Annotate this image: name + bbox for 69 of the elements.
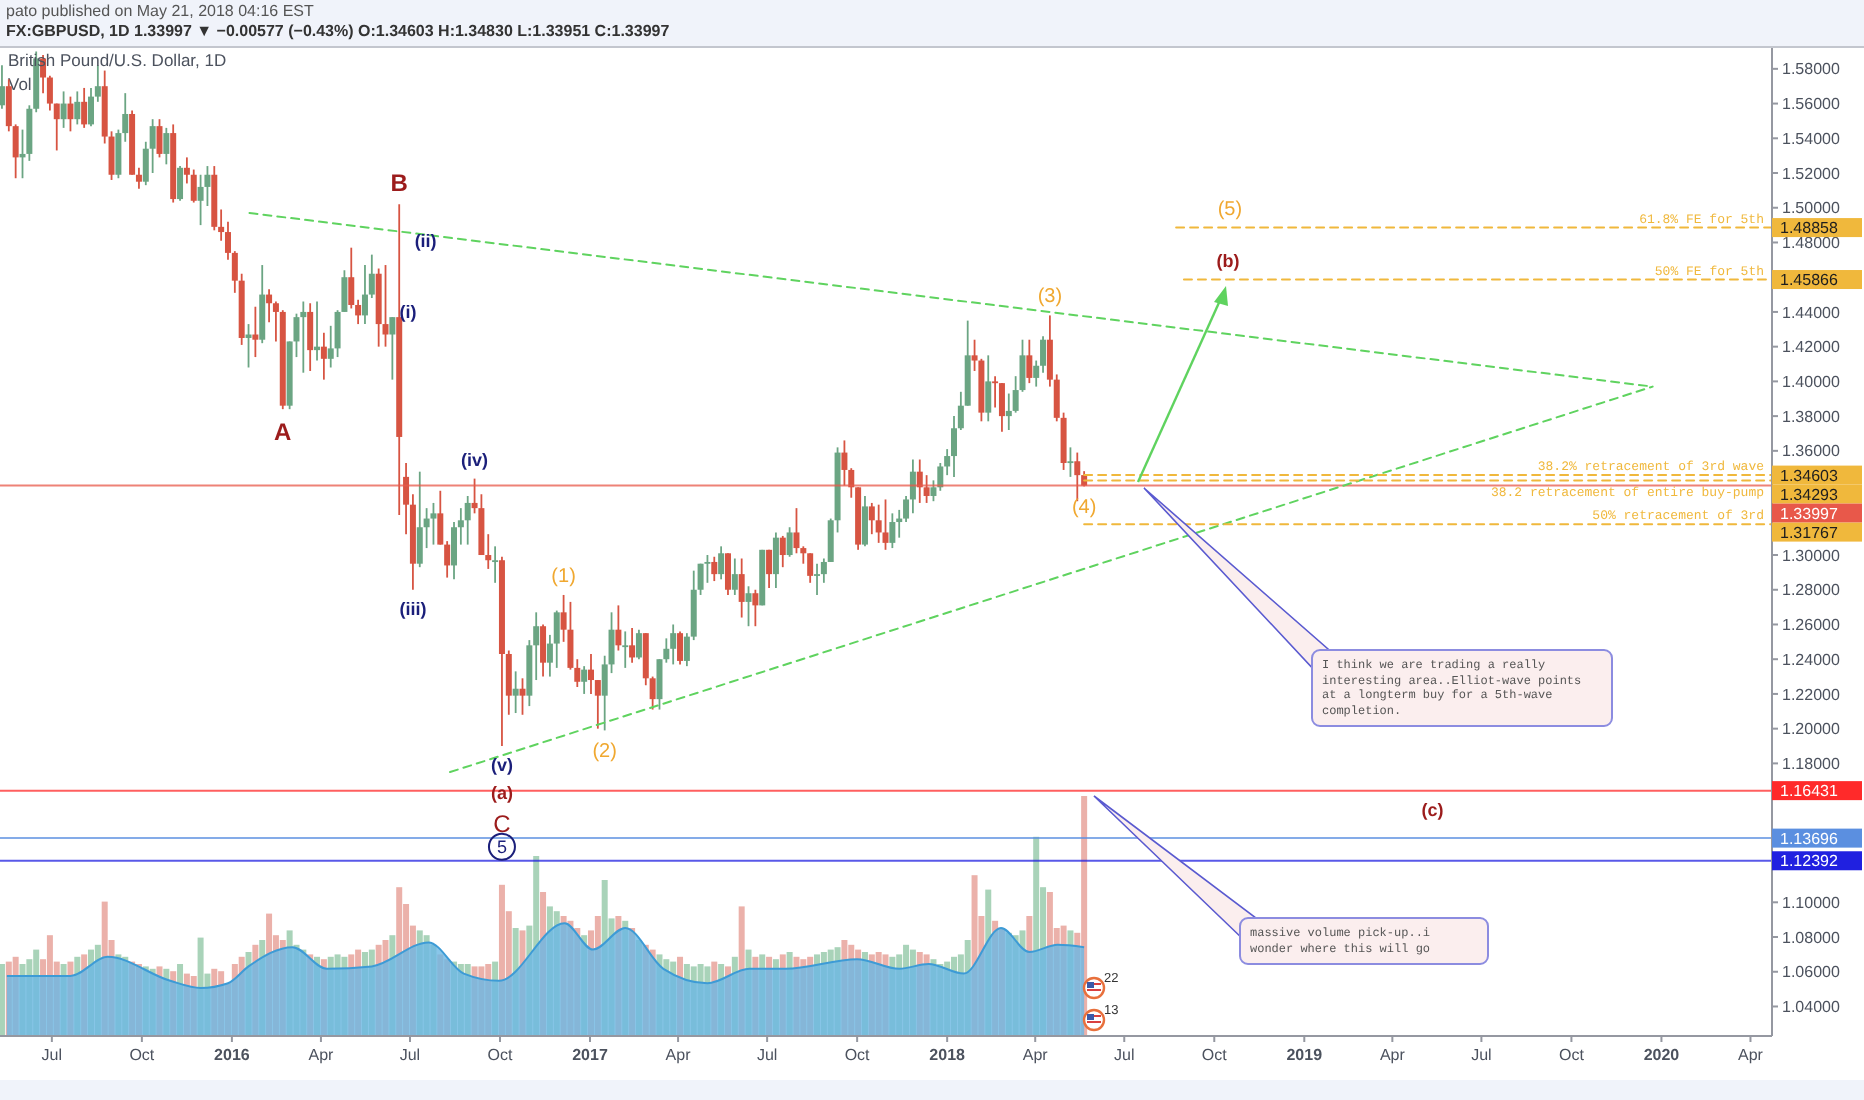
data-label: 1.34603 — [1780, 466, 1839, 485]
x-tick-label: Jul — [1114, 1046, 1135, 1064]
y-tick-label: 1.40000 — [1782, 372, 1841, 391]
y-tick-label: 1.48000 — [1782, 234, 1841, 253]
y-tick-label: 1.22000 — [1782, 685, 1841, 704]
x-tick-label: Oct — [844, 1046, 872, 1064]
data-label: 1.34293 — [1780, 485, 1839, 504]
y-tick-label: 1.42000 — [1782, 338, 1841, 357]
x-tick-label: Apr — [1738, 1046, 1764, 1064]
x-tick-label: Jul — [1471, 1046, 1493, 1064]
x-tick-label: Apr — [308, 1046, 335, 1064]
x-tick-label: 2020 — [1643, 1046, 1681, 1064]
ref-line-label: 1.12392 — [1780, 852, 1839, 871]
x-tick-label: Jul — [399, 1046, 421, 1064]
annotation: (5) — [1217, 198, 1243, 221]
annotation: (c) — [1421, 799, 1444, 820]
annotation: (3) — [1037, 286, 1063, 309]
x-tick-label: Jul — [756, 1046, 778, 1064]
y-tick-label: 1.26000 — [1782, 616, 1841, 635]
x-tick-label: Jul — [41, 1046, 63, 1064]
x-tick-label: Oct — [487, 1046, 514, 1064]
x-tick-label: 2019 — [1286, 1046, 1324, 1064]
annotation: (iii) — [399, 599, 427, 620]
ref-line-label: 1.16431 — [1780, 782, 1839, 801]
annotation: (v) — [490, 755, 513, 776]
x-tick-label: Apr — [665, 1046, 692, 1064]
data-label: 1.31767 — [1780, 523, 1839, 542]
y-tick-label: 1.04000 — [1782, 998, 1841, 1017]
y-tick-label: 1.38000 — [1782, 407, 1841, 426]
ref-line-label: 1.33997 — [1780, 504, 1839, 523]
y-tick-label: 1.52000 — [1782, 164, 1841, 183]
annotation: (ii) — [414, 231, 437, 252]
y-tick-label: 1.54000 — [1782, 129, 1841, 148]
chart-subtitle: FX:GBPUSD, 1D 1.33997 ▼ −0.00577 (−0.43%) O:1.34603 H:1.34830 L:1.33951 C:1.33997 — [6, 22, 670, 40]
x-tick-label: Apr — [1022, 1046, 1049, 1064]
y-tick-label: 1.06000 — [1782, 963, 1841, 982]
y-tick-label: 1.28000 — [1782, 581, 1841, 600]
x-tick-label: Apr — [1379, 1046, 1406, 1064]
annotation: A — [274, 417, 293, 446]
annotation: B — [390, 168, 409, 197]
y-tick-label: 1.30000 — [1782, 546, 1841, 565]
annotation: (2) — [592, 741, 617, 764]
y-tick-label: 1.08000 — [1782, 928, 1841, 947]
annotation: (iv) — [461, 449, 489, 470]
y-tick-label: 1.10000 — [1782, 893, 1841, 912]
annotation: (b) — [1216, 250, 1240, 271]
data-label: 1.48858 — [1780, 219, 1839, 238]
y-tick-label: 1.50000 — [1782, 199, 1841, 218]
x-tick-label: Oct — [1558, 1046, 1586, 1064]
annotation: (i) — [399, 302, 417, 323]
x-tick-label: 2016 — [214, 1046, 251, 1064]
x-tick-label: Oct — [129, 1046, 156, 1064]
data-label: 1.45866 — [1780, 271, 1839, 290]
ref-line-label: 1.13696 — [1780, 829, 1839, 848]
y-tick-label: 1.58000 — [1782, 60, 1841, 79]
y-tick-label: 1.56000 — [1782, 95, 1841, 114]
x-tick-label: 2017 — [572, 1046, 609, 1064]
y-tick-label: 1.44000 — [1782, 303, 1841, 322]
annotation: C — [493, 810, 512, 839]
y-tick-label: 1.18000 — [1782, 754, 1841, 773]
y-tick-label: 1.20000 — [1782, 720, 1841, 739]
annotation: 5 — [496, 837, 507, 858]
y-tick-label: 1.36000 — [1782, 442, 1841, 461]
text: pato published on May 21, 2018 04:16 EST — [6, 2, 314, 20]
annotation: (1) — [551, 565, 576, 588]
y-tick-label: 1.24000 — [1782, 650, 1841, 669]
annotation: (4) — [1071, 497, 1097, 520]
x-tick-label: 2018 — [929, 1046, 967, 1064]
x-tick-label: Oct — [1201, 1046, 1229, 1064]
